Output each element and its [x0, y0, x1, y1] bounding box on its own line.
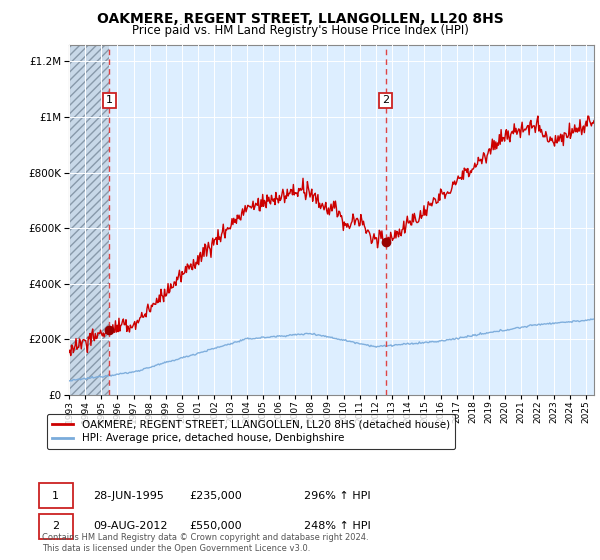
Text: 1: 1 — [52, 491, 59, 501]
Text: 248% ↑ HPI: 248% ↑ HPI — [304, 521, 370, 531]
Text: 2: 2 — [382, 95, 389, 105]
Legend: OAKMERE, REGENT STREET, LLANGOLLEN, LL20 8HS (detached house), HPI: Average pric: OAKMERE, REGENT STREET, LLANGOLLEN, LL20… — [47, 414, 455, 449]
Text: 1: 1 — [106, 95, 113, 105]
Text: 2: 2 — [52, 521, 59, 531]
Text: Price paid vs. HM Land Registry's House Price Index (HPI): Price paid vs. HM Land Registry's House … — [131, 24, 469, 37]
Bar — [69, 45, 109, 395]
Text: £550,000: £550,000 — [190, 521, 242, 531]
Text: 28-JUN-1995: 28-JUN-1995 — [94, 491, 164, 501]
Text: 296% ↑ HPI: 296% ↑ HPI — [304, 491, 370, 501]
Text: £235,000: £235,000 — [190, 491, 242, 501]
Text: OAKMERE, REGENT STREET, LLANGOLLEN, LL20 8HS: OAKMERE, REGENT STREET, LLANGOLLEN, LL20… — [97, 12, 503, 26]
Text: Contains HM Land Registry data © Crown copyright and database right 2024.
This d: Contains HM Land Registry data © Crown c… — [42, 533, 368, 553]
Text: 09-AUG-2012: 09-AUG-2012 — [94, 521, 168, 531]
